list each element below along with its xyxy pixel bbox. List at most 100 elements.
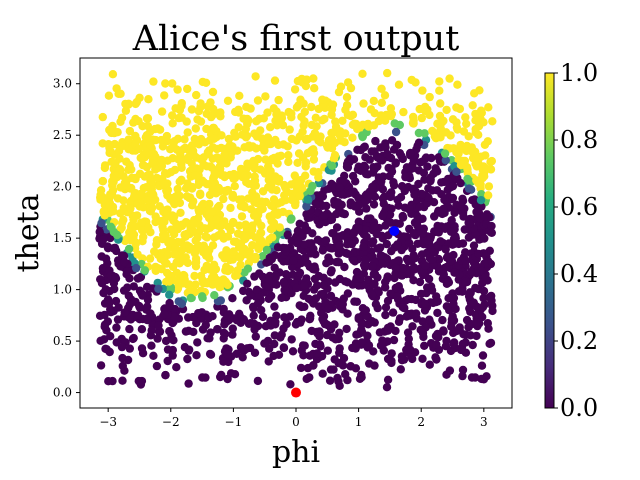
data-point [280,191,289,200]
data-point [293,226,303,236]
data-point [404,295,413,304]
data-point [391,158,400,167]
data-point [98,192,107,202]
data-point [144,223,153,232]
data-point [318,314,327,324]
data-point [102,345,112,354]
data-point [414,179,423,189]
data-point [325,243,334,252]
data-point [417,189,426,199]
data-point [381,143,390,152]
data-point [386,104,396,113]
data-point [252,144,261,153]
data-point [151,165,160,174]
data-point [405,204,414,214]
data-point [478,312,487,322]
data-point [280,313,289,322]
data-point [351,364,361,373]
data-point [279,343,288,352]
highlight-point-1 [291,387,301,398]
data-point [357,338,367,347]
data-point [134,376,143,386]
data-point [399,107,408,117]
data-point [209,104,218,114]
data-point [485,293,494,302]
data-point [270,331,279,340]
data-point [173,184,182,194]
data-point [153,124,162,133]
data-point [447,322,456,331]
data-point [465,219,475,228]
data-point [480,212,489,221]
data-point [370,192,380,201]
data-point [242,178,251,187]
data-point [444,294,453,303]
data-point [289,256,298,265]
data-point [270,251,280,260]
data-point [442,336,451,346]
data-point [280,180,289,190]
data-point [118,251,127,260]
data-point [376,243,385,252]
data-point [267,201,276,210]
data-point [433,167,442,176]
data-point [383,296,393,306]
data-point [112,323,121,332]
data-point [251,252,260,262]
data-point [160,257,169,266]
data-point [290,85,300,94]
data-point [145,170,154,179]
data-point [299,99,308,108]
data-point [231,132,240,141]
data-point [142,282,152,292]
data-point [203,249,213,258]
data-point [254,244,263,254]
data-point [200,224,209,233]
data-point [307,120,317,130]
data-point [182,117,191,126]
data-point [394,80,404,89]
data-point [137,218,146,227]
data-point [336,82,346,91]
data-point [448,115,458,124]
data-point [206,350,216,359]
data-point [229,174,238,183]
data-point [391,271,400,280]
data-point [438,315,447,325]
data-point [117,223,126,232]
data-point [157,107,167,116]
data-point [159,180,169,189]
data-point [184,153,193,162]
data-point [206,328,215,337]
data-point [98,112,108,122]
data-point [263,108,272,117]
data-point [174,297,183,306]
data-point [467,267,476,276]
data-point [257,306,266,315]
data-point [415,104,424,114]
data-point [261,155,270,164]
data-point [212,144,222,154]
data-point [437,178,446,187]
data-point [137,344,147,353]
data-point [390,119,399,128]
data-point [187,105,197,114]
data-point [261,322,271,331]
data-point [249,311,258,320]
data-point [418,354,427,363]
data-point [408,322,417,331]
data-point [97,279,107,288]
data-point [353,165,363,174]
data-point [464,233,474,242]
data-point [382,383,392,392]
data-point [295,132,304,141]
data-point [127,173,137,183]
data-point [290,171,299,180]
data-point [277,293,286,302]
data-point [487,221,496,231]
data-point [362,232,371,242]
data-point [135,169,145,178]
data-point [185,242,194,251]
data-point [369,200,379,209]
